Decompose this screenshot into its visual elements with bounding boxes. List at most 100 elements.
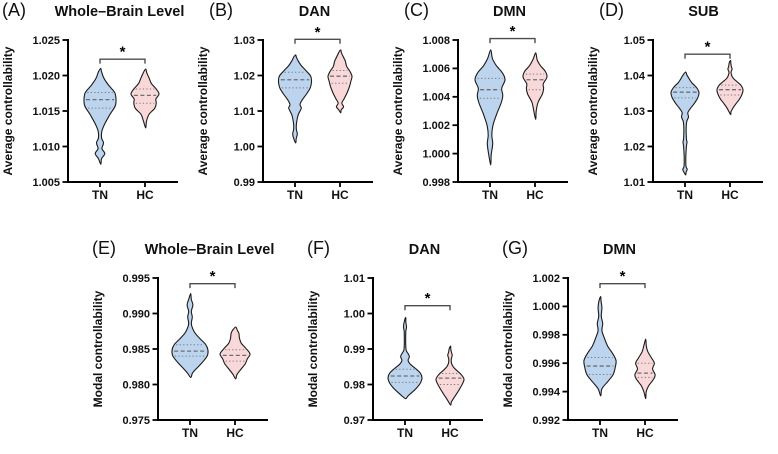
y-tick-label: 1.002 <box>532 273 560 285</box>
y-tick-label: 1.000 <box>532 301 560 313</box>
panel-b: (B) DAN 0.99 1.00 1.01 1.02 1.03 TN HC Average … <box>195 0 390 215</box>
panel-title: Whole–Brain Level <box>144 242 275 258</box>
y-tick-label: 1.006 <box>422 63 450 75</box>
violin-tn <box>583 295 617 397</box>
panel-letter: (A) <box>2 0 26 20</box>
violin-plot-a: 1.005 1.010 1.015 1.020 1.025 TN HC Average con… <box>1 35 178 202</box>
significance-asterisk: * <box>120 44 126 61</box>
violin-tn <box>474 49 506 166</box>
panel-letter: (D) <box>599 0 624 20</box>
panel-title: DMN <box>602 242 637 258</box>
panel-c: (C) DMN 0.998 1.000 1.002 1.004 1.006 1.008 TN… <box>390 0 585 215</box>
y-axis-label: Average controllability <box>1 46 15 175</box>
y-tick-label: 0.998 <box>422 177 450 189</box>
x-category-label: TN <box>182 426 198 440</box>
panel-f: (F) DAN 0.97 0.98 0.99 1.00 1.01 TN HC Modal co… <box>305 238 500 453</box>
x-category-label: TN <box>592 426 608 440</box>
y-tick-label: 0.980 <box>122 379 150 391</box>
violin-plot-d: 1.01 1.02 1.03 1.04 1.05 TN HC Average controll… <box>586 35 763 202</box>
panel-letter: (B) <box>209 0 233 20</box>
y-tick-label: 1.02 <box>234 70 255 82</box>
y-tick-label: 0.990 <box>122 308 150 320</box>
panel-letter: (F) <box>307 238 330 258</box>
y-axis-label: Modal controllability <box>91 290 105 407</box>
violin-hc <box>634 338 656 400</box>
violin-tn <box>387 316 423 400</box>
y-tick-label: 1.01 <box>344 273 365 285</box>
violin-hc <box>716 60 744 116</box>
violin-tn <box>171 293 209 378</box>
violin-hc <box>435 345 465 406</box>
violin-plot-e: 0.975 0.980 0.985 0.990 0.995 TN HC Modal contr… <box>91 268 268 440</box>
panel-title: Whole–Brain Level <box>54 4 185 20</box>
y-tick-label: 1.025 <box>32 35 60 47</box>
violin-hc <box>219 326 251 380</box>
x-category-label: TN <box>677 188 693 202</box>
violin-plot-g: 0.992 0.994 0.996 0.998 1.000 1.002 TN HC Modal … <box>501 268 678 440</box>
y-tick-label: 1.04 <box>624 70 646 82</box>
panel-e: (E) Whole–Brain Level 0.975 0.980 0.985 0.9… <box>90 238 285 453</box>
significance-bracket <box>189 282 236 289</box>
y-tick-label: 1.01 <box>624 177 645 189</box>
y-tick-label: 1.00 <box>344 308 365 320</box>
x-category-label: HC <box>441 426 459 440</box>
y-tick-label: 0.99 <box>234 177 255 189</box>
y-axis-label: Average controllability <box>586 46 600 175</box>
significance-bracket <box>404 304 451 311</box>
violin-plot-f: 0.97 0.98 0.99 1.00 1.01 TN HC Modal controllab… <box>306 273 483 440</box>
significance-bracket <box>489 37 536 44</box>
panel-title: SUB <box>688 4 719 20</box>
panel-a: (A) Whole–Brain Level 1.005 1.010 1.015 1.0… <box>0 0 195 215</box>
significance-bracket <box>684 53 731 59</box>
significance-asterisk: * <box>510 23 516 40</box>
x-category-label: TN <box>397 426 413 440</box>
y-axis-label: Average controllability <box>196 46 210 175</box>
y-tick-label: 1.03 <box>624 106 645 118</box>
y-tick-label: 1.004 <box>422 92 450 104</box>
significance-bracket <box>294 38 341 44</box>
panel-title: DAN <box>298 4 331 20</box>
violin-hc <box>327 49 353 114</box>
y-axis-label: Average controllability <box>391 46 405 175</box>
x-category-label: TN <box>482 188 498 202</box>
violin-plot-b: 0.99 1.00 1.01 1.02 1.03 TN HC Average controll… <box>196 24 373 202</box>
x-category-label: HC <box>226 426 244 440</box>
y-tick-label: 1.05 <box>624 35 645 47</box>
significance-bracket <box>599 282 646 289</box>
panel-d: (D) SUB 1.01 1.02 1.03 1.04 1.05 TN HC Average … <box>585 0 778 215</box>
y-tick-label: 0.98 <box>344 379 365 391</box>
significance-asterisk: * <box>315 24 321 41</box>
x-category-label: HC <box>136 188 154 202</box>
panel-letter: (C) <box>404 0 429 20</box>
y-tick-label: 0.99 <box>344 344 365 356</box>
panel-title: DMN <box>492 4 527 20</box>
y-tick-label: 0.985 <box>122 344 150 356</box>
y-tick-label: 0.998 <box>532 330 560 342</box>
y-axis-label: Modal controllability <box>501 290 515 407</box>
y-tick-label: 1.03 <box>234 35 255 47</box>
x-category-label: HC <box>526 188 544 202</box>
panel-g: (G) DMN 0.992 0.994 0.996 0.998 1.000 1.002 TN… <box>500 238 695 453</box>
x-category-label: HC <box>331 188 349 202</box>
significance-asterisk: * <box>705 39 711 56</box>
violin-tn <box>83 67 117 165</box>
y-tick-label: 1.008 <box>422 35 450 47</box>
violin-plot-c: 0.998 1.000 1.002 1.004 1.006 1.008 TN HC Averag… <box>391 23 568 202</box>
y-tick-label: 1.00 <box>234 141 255 153</box>
y-tick-label: 1.002 <box>422 120 450 132</box>
y-tick-label: 1.020 <box>32 70 60 82</box>
significance-asterisk: * <box>425 290 431 307</box>
y-tick-label: 0.975 <box>122 415 150 427</box>
panel-letter: (G) <box>502 238 528 258</box>
x-category-label: TN <box>92 188 108 202</box>
significance-asterisk: * <box>210 268 216 285</box>
y-axis-label: Modal controllability <box>306 290 320 407</box>
violin-hc <box>522 52 548 121</box>
y-tick-label: 0.994 <box>532 386 560 398</box>
y-tick-label: 0.995 <box>122 273 150 285</box>
y-tick-label: 0.992 <box>532 415 560 427</box>
panel-letter: (E) <box>92 238 116 258</box>
y-tick-label: 1.015 <box>32 106 60 118</box>
significance-bracket <box>99 58 146 64</box>
y-tick-label: 1.01 <box>234 106 255 118</box>
